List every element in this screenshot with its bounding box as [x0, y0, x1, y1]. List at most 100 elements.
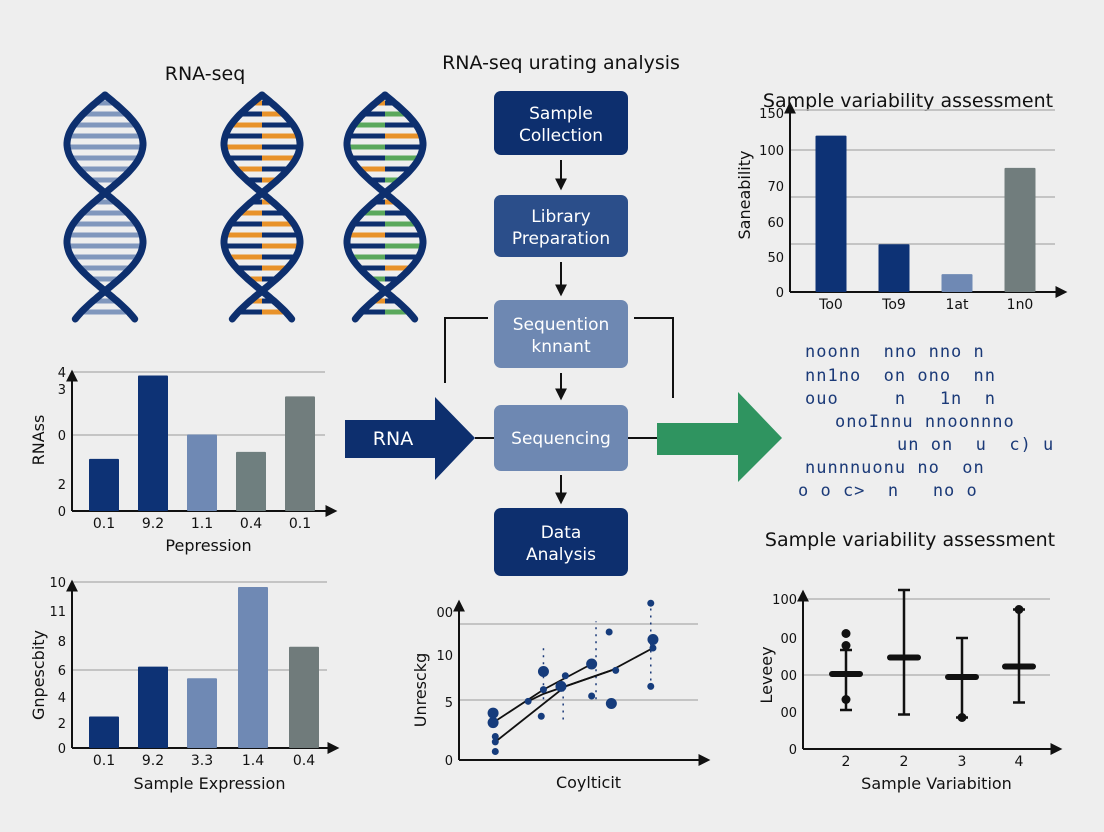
x-tick-label: 3: [958, 754, 967, 770]
sequence-text-row: un on u c) u: [897, 435, 1054, 455]
sequence-text-row: noonn nno nno n: [805, 342, 985, 362]
bar: [815, 135, 847, 292]
flow-step-label-line1: Library: [531, 207, 590, 227]
y-tick-label: 00: [780, 706, 797, 721]
data-point: [561, 672, 569, 680]
y-tick-label: 4: [58, 366, 66, 381]
bar: [236, 451, 266, 511]
rna-input-arrow: RNA: [345, 397, 475, 480]
x-axis-label: Sample Variabition: [861, 774, 1012, 793]
x-tick-label: To0: [818, 297, 843, 313]
data-point: [491, 733, 499, 741]
sequence-output-text: noonn nno nno n nn1no on ono nn ouo n 1n n…: [798, 342, 1054, 501]
y-tick-label: 3: [58, 383, 66, 398]
data-point: [588, 692, 596, 700]
data-point: [647, 633, 659, 645]
x-tick-label: 0.4: [293, 753, 315, 769]
sequence-text-row: ouo n 1n n: [805, 389, 996, 409]
flow-step-4: Sequencing: [494, 405, 628, 471]
data-point: [491, 738, 499, 746]
flow-step-label-line2: Preparation: [512, 229, 610, 249]
x-tick-label: 2: [842, 754, 851, 770]
title-workflow: RNA-seq urating analysis: [442, 52, 680, 74]
y-tick-label: 00: [780, 669, 797, 684]
helix-strand-1: [343, 91, 427, 323]
helix-strand-2: [220, 91, 304, 323]
x-tick-label: 1at: [946, 297, 969, 313]
bar: [941, 274, 973, 292]
x-tick-label: 9.2: [142, 753, 164, 769]
outlier-point: [841, 641, 851, 650]
data-point: [537, 665, 549, 677]
x-tick-label: 1.1: [191, 516, 213, 532]
title-variability-bottom: Sample variability assessment: [765, 529, 1055, 551]
y-tick-label: 0: [58, 742, 66, 757]
x-tick-label: 1.4: [242, 753, 264, 769]
y-tick-label: 11: [49, 605, 66, 620]
helix-strand-2: [63, 91, 147, 323]
x-tick-label: 2: [900, 754, 909, 770]
y-tick-label: 0: [776, 286, 784, 301]
y-tick-label: 100: [772, 593, 797, 608]
sequence-text-row: o o c> n no o: [798, 481, 978, 501]
data-point: [491, 747, 499, 755]
x-axis-label: Pepression: [165, 536, 251, 555]
data-point: [612, 666, 620, 674]
output-arrow: [657, 392, 782, 482]
y-tick-label: 150: [759, 107, 784, 122]
x-tick-label: 1n0: [1007, 297, 1034, 313]
flow-step-label-line1: Sample: [529, 104, 593, 124]
title-rna-seq: RNA-seq: [165, 63, 246, 85]
data-point: [649, 644, 657, 652]
data-point: [647, 682, 655, 690]
helix-strand-1: [63, 91, 147, 323]
y-tick-label: 6: [58, 664, 66, 679]
flow-step-box: [494, 508, 628, 576]
x-axis-label: Coylticit: [556, 773, 621, 792]
y-axis-label: RNAss: [29, 415, 48, 466]
outlier-point: [1014, 605, 1024, 614]
y-tick-label: 8: [58, 635, 66, 650]
sequence-text-row: nn1no on ono nn: [805, 366, 996, 386]
x-tick-label: 9.2: [142, 516, 164, 532]
dna-helices: [63, 91, 427, 323]
y-axis-label: Saneability: [735, 151, 754, 240]
dna-helix-2: [220, 91, 304, 323]
y-tick-label: 4: [58, 691, 66, 706]
data-point: [487, 707, 499, 719]
y-axis-label: Unresckg: [411, 653, 430, 727]
bar: [878, 244, 910, 292]
y-tick-label: 00: [780, 632, 797, 647]
y-tick-label: 2: [58, 717, 66, 732]
bar: [89, 458, 119, 511]
flow-step-label-line2: Collection: [519, 126, 603, 146]
outlier-point: [841, 629, 851, 638]
x-tick-label: 0.1: [289, 516, 311, 532]
bar: [138, 666, 168, 748]
y-tick-label: 10: [49, 576, 66, 591]
x-tick-label: 0.1: [93, 516, 115, 532]
dna-helix-3: [343, 91, 427, 323]
x-tick-label: 4: [1015, 754, 1024, 770]
x-axis-label: Sample Expression: [134, 774, 286, 793]
bar: [285, 396, 315, 511]
y-tick-label: 10: [436, 649, 453, 664]
data-point: [586, 658, 598, 670]
chart-rna-bar: 4 3 0 2 0 RNAss Pepression 0.1 9.2 1.1 0.4 0.1: [29, 366, 338, 555]
chart-scatter: 00 10 5 0 Unresckg Coylticit: [411, 599, 711, 792]
outlier-point: [957, 713, 967, 722]
chart-expression-bar: 10 11 8 6 4 2 0 Gnpescbity Sample Expression 0.1 9…: [29, 576, 340, 793]
y-tick-label: 70: [767, 180, 784, 195]
charts: 4 3 0 2 0 RNAss Pepression 0.1 9.2 1.1 0.4 0.1 10 11 8…: [29, 101, 1068, 793]
y-tick-label: 5: [445, 696, 453, 711]
bar: [89, 716, 119, 748]
data-point: [537, 712, 545, 720]
x-tick-label: 0.4: [240, 516, 262, 532]
